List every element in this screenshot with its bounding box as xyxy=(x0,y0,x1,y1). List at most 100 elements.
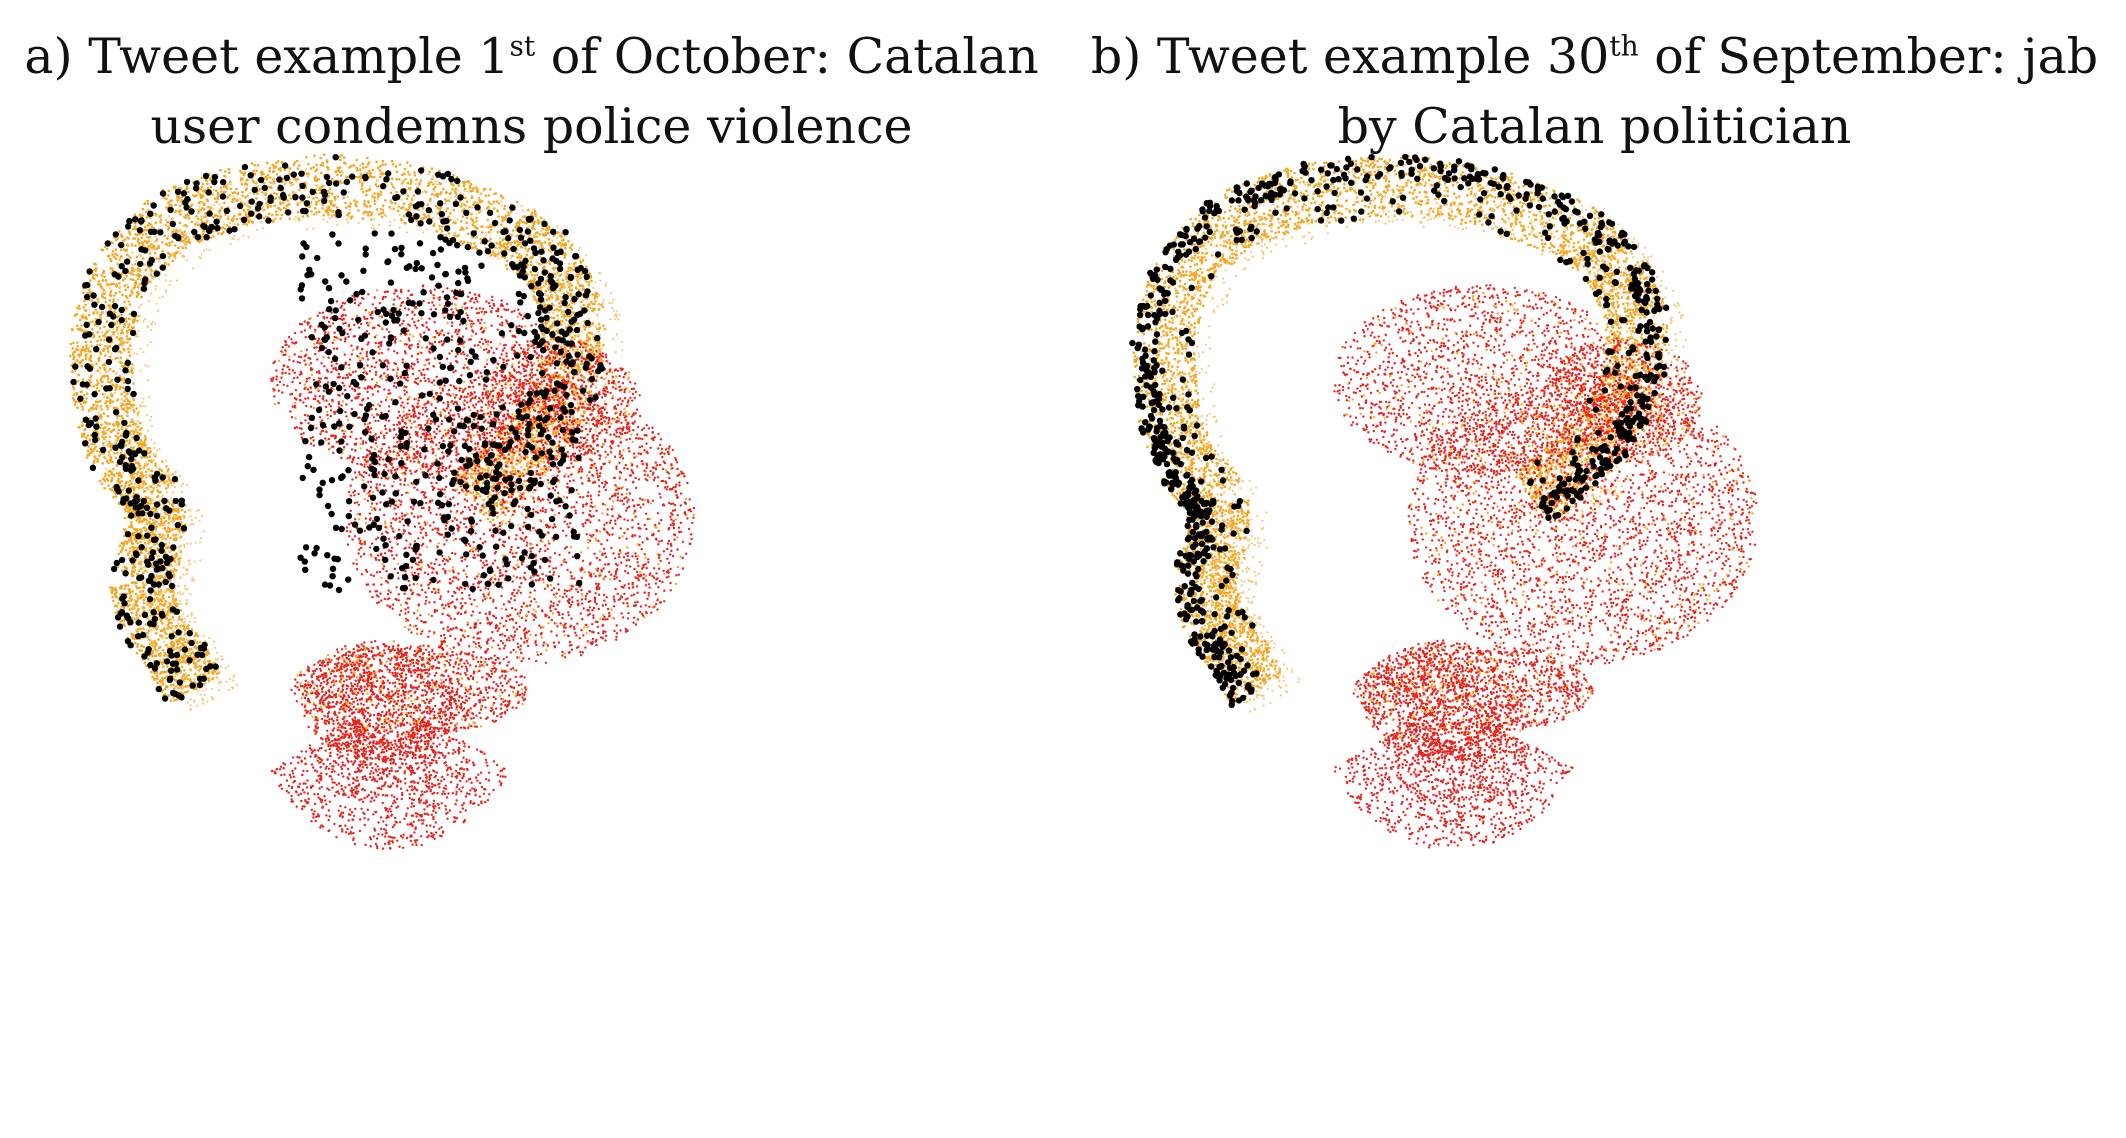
background-point xyxy=(509,210,513,214)
background-point xyxy=(355,166,359,170)
background-point xyxy=(180,508,184,512)
background-point xyxy=(129,432,132,436)
background-point xyxy=(373,199,377,202)
background-point xyxy=(515,450,518,453)
background-point xyxy=(206,659,210,663)
background-point xyxy=(452,208,456,212)
background-point xyxy=(533,277,536,281)
background-point xyxy=(438,169,441,173)
background-point xyxy=(75,312,79,316)
background-point xyxy=(349,202,352,205)
background-point xyxy=(384,199,387,202)
background-point xyxy=(141,589,145,593)
background-point xyxy=(72,351,75,354)
background-point xyxy=(102,349,105,353)
background-point xyxy=(171,517,175,521)
background-point xyxy=(149,498,152,501)
background-point xyxy=(551,302,554,306)
background-point xyxy=(127,599,130,603)
background-point xyxy=(550,338,553,341)
background-point xyxy=(88,358,91,362)
background-point xyxy=(273,192,276,195)
background-point xyxy=(262,216,266,220)
background-point xyxy=(203,189,206,193)
background-point xyxy=(232,214,236,218)
background-point xyxy=(561,283,564,286)
background-point xyxy=(198,240,201,244)
background-point xyxy=(565,277,568,281)
background-point xyxy=(201,182,205,186)
background-point xyxy=(114,495,118,498)
background-point xyxy=(122,347,125,351)
background-point xyxy=(139,563,142,566)
background-point xyxy=(330,177,334,181)
background-point xyxy=(395,190,398,194)
background-point xyxy=(124,540,127,543)
background-point xyxy=(361,162,365,165)
background-point xyxy=(602,324,605,328)
background-point xyxy=(219,168,222,172)
background-point xyxy=(472,187,475,190)
background-point xyxy=(360,184,364,188)
background-point xyxy=(114,386,118,389)
background-point xyxy=(388,205,392,209)
background-point xyxy=(118,471,121,475)
background-point xyxy=(103,325,106,329)
background-point xyxy=(81,345,85,349)
background-point xyxy=(96,383,99,386)
background-point xyxy=(567,285,571,289)
background-point xyxy=(133,225,137,228)
background-point xyxy=(165,206,168,209)
background-point xyxy=(536,286,539,290)
background-point xyxy=(492,200,496,203)
background-point xyxy=(533,463,537,467)
background-point xyxy=(179,645,182,649)
background-point xyxy=(144,470,148,474)
background-point xyxy=(96,339,99,343)
background-point xyxy=(436,193,440,197)
background-point xyxy=(583,376,586,380)
background-point xyxy=(233,191,237,194)
background-point xyxy=(598,341,601,345)
background-point xyxy=(137,569,141,573)
background-point xyxy=(496,210,500,213)
background-point xyxy=(514,225,517,228)
background-point xyxy=(68,354,72,358)
background-point xyxy=(403,167,407,171)
background-point xyxy=(477,481,480,485)
background-point xyxy=(102,374,105,378)
background-point xyxy=(220,232,223,235)
background-point xyxy=(125,334,129,338)
background-point xyxy=(313,178,317,182)
background-point xyxy=(95,407,98,411)
background-point xyxy=(522,215,525,218)
background-point xyxy=(109,401,112,405)
background-point xyxy=(315,168,319,171)
background-point xyxy=(126,341,129,344)
background-point xyxy=(143,526,146,529)
background-point xyxy=(134,592,138,596)
background-point xyxy=(167,514,171,518)
background-point xyxy=(114,248,118,251)
background-point xyxy=(179,213,182,216)
background-point xyxy=(308,205,312,209)
background-point xyxy=(140,644,143,647)
background-point xyxy=(142,601,146,605)
background-point xyxy=(378,169,382,172)
background-point xyxy=(128,550,132,553)
background-point xyxy=(496,252,500,256)
background-point xyxy=(537,218,540,222)
background-point xyxy=(109,457,113,461)
background-point xyxy=(106,414,110,418)
background-point xyxy=(119,331,123,335)
background-point xyxy=(85,344,88,347)
background-point xyxy=(85,456,89,459)
background-point xyxy=(157,605,160,608)
background-point xyxy=(132,492,136,495)
background-point xyxy=(480,231,484,234)
background-point xyxy=(99,283,102,286)
background-point xyxy=(223,175,227,178)
background-point xyxy=(86,347,90,350)
background-point xyxy=(137,242,141,245)
background-point xyxy=(206,182,209,185)
